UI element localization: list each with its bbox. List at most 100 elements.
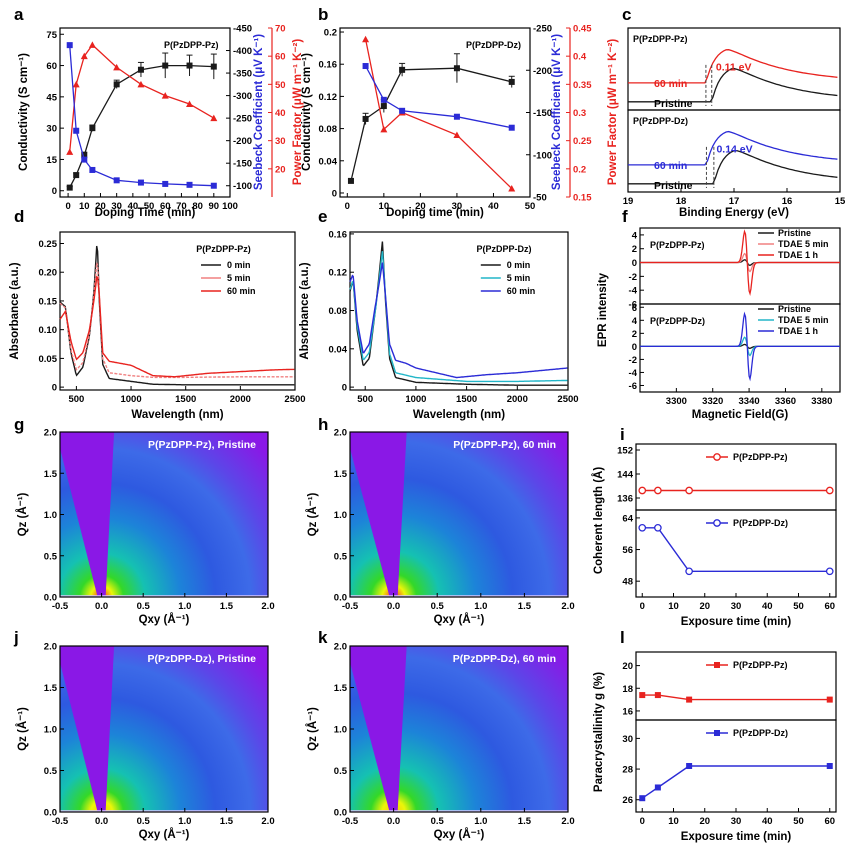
panel-j-ylabel: Qz (Å⁻¹) (16, 707, 29, 751)
panel-k-ytick-label: 1.0 (334, 725, 347, 736)
panel-a-point (162, 180, 169, 187)
panel-c-xtick-label: 16 (782, 196, 793, 207)
panel-l-ylabel: Paracrystallinity g (%) (593, 672, 605, 792)
panel-b-xtick-label: 40 (488, 201, 499, 212)
panel-b-seebeck-ytick-label: -50 (533, 193, 547, 204)
panel-e-legend-label: 0 min (507, 260, 531, 270)
panel-i-sub1-ytick-label: 56 (622, 545, 633, 556)
panel-g-ytick-label: 2.0 (44, 428, 57, 439)
panel-b-point (453, 113, 460, 120)
panel-a-xtick-label: 30 (111, 201, 122, 212)
panel-i-xtick-label: 0 (640, 601, 645, 612)
panel-k-xtick-label: 1.0 (474, 816, 487, 827)
panel-label-k: k (318, 628, 328, 647)
panel-b-point (362, 63, 369, 70)
panel-a-ylabel-right: Seebeck Coefficient (μV K⁻¹) (253, 34, 265, 190)
panel-i-point (654, 486, 662, 495)
panel-f-sub1-ytick-label: 4 (632, 316, 638, 327)
panel-label-a: a (14, 5, 24, 24)
panel-i-xlabel: Exposure time (min) (681, 616, 792, 628)
panel-a-point (186, 62, 193, 69)
panel-a-point (81, 156, 88, 163)
panel-a-point (81, 152, 88, 159)
panel-label-c: c (622, 5, 631, 24)
panel-a-point (73, 172, 80, 179)
panel-f-xtick-label: 3320 (702, 396, 723, 407)
panel-h-xtick-label: -0.5 (342, 601, 359, 612)
panel-h-ytick-label: 1.5 (334, 469, 348, 480)
panel-i-sub1-ytick-label: 64 (622, 513, 633, 524)
panel-l-sub1-ytick-label: 26 (622, 795, 633, 806)
panel-a-ylabel: Conductivity (S cm⁻¹) (18, 53, 30, 171)
panel-f-xtick-label: 3300 (666, 396, 687, 407)
panel-d-series-5-min (59, 262, 295, 379)
panel-f-sub0-ytick-label: 2 (632, 244, 637, 255)
panel-i-sub0-ytick-label: 144 (617, 470, 634, 481)
panel-e-xtick-label: 2000 (507, 394, 528, 405)
panel-c-subplot-title: P(PzDPP-Dz) (633, 116, 688, 126)
panel-f-sub1-ytick-label: -6 (629, 381, 637, 392)
heatmap-corner-mask (337, 646, 350, 704)
panel-label-d: d (14, 207, 24, 226)
panel-l-sub0-ytick-label: 20 (622, 661, 633, 672)
panel-e-xtick-label: 1000 (405, 394, 426, 405)
panel-i-xtick-label: 30 (731, 601, 742, 612)
panel-l-sub1-ytick-label: 28 (622, 765, 633, 776)
panel-g-xtick-label: 1.5 (220, 601, 234, 612)
panel-a-ytick-label: 15 (46, 155, 57, 166)
panel-l-xtick-label: 50 (793, 816, 804, 827)
panel-b-point (362, 115, 369, 122)
panel-f-xtick-label: 3380 (811, 396, 832, 407)
panel-h-title: P(PzDPP-Pz), 60 min (453, 439, 556, 451)
panel-j-heatmap (60, 646, 268, 812)
panel-a-ytick-label: 75 (46, 30, 57, 41)
panel-i-sub0-ytick-label: 152 (617, 446, 633, 457)
panel-d-xtick-label: 1000 (120, 394, 141, 405)
panel-a-xtick-label: 50 (144, 201, 155, 212)
panel-f-sub1-ytick-label: -2 (629, 355, 637, 366)
panel-l-xtick-label: 60 (824, 816, 835, 827)
panel-b-ylabel-right2: Power Factor (μW m⁻¹ K⁻²) (607, 39, 619, 185)
panel-c-xtick-label: 15 (835, 196, 846, 207)
panel-a-point (186, 100, 194, 108)
panel-i-sub0-ytick-label: 136 (617, 494, 633, 505)
panel-a-xtick-label: 10 (79, 201, 90, 212)
panel-h-xtick-label: 0.0 (387, 601, 400, 612)
panel-d-xtick-label: 1500 (175, 394, 196, 405)
panel-c-curve-pristine (628, 67, 838, 103)
panel-e-xtick-label: 1500 (456, 394, 477, 405)
panel-b-pf-tick-label: 0.4 (573, 52, 587, 63)
panel-a-seebeck-ytick-label: -150 (233, 159, 252, 170)
panel-a-xtick-label: 20 (95, 201, 106, 212)
panel-h-ylabel: Qz (Å⁻¹) (306, 492, 319, 536)
panel-j-xtick-label: 0.0 (95, 816, 108, 827)
panel-f-legend-label: Pristine (778, 228, 811, 238)
panel-j-xlabel: Qxy (Å⁻¹) (139, 828, 190, 841)
panel-a-point (162, 62, 169, 69)
panel-f-sub0-ytick-label: 4 (632, 230, 638, 241)
panel-d-xtick-label: 2000 (230, 394, 251, 405)
panel-a-point (113, 81, 120, 88)
panel-b-pf-tick-label: 0.15 (573, 193, 592, 204)
panel-d-ytick-label: 0.25 (39, 239, 58, 250)
panel-c-subplot-title: P(PzDPP-Pz) (633, 34, 688, 44)
panel-c-xtick-label: 18 (676, 196, 687, 207)
panel-d-legend-label: 60 min (227, 286, 256, 296)
panel-l-xtick-label: 40 (762, 816, 773, 827)
panel-a-xtick-label: 80 (192, 201, 203, 212)
panel-l-xtick-label: 10 (668, 816, 679, 827)
panel-a-xtick-label: 100 (222, 201, 238, 212)
panel-i-point (685, 567, 693, 576)
panel-i-xtick-label: 60 (824, 601, 835, 612)
panel-c-label-pristine: Pristine (654, 180, 693, 192)
panel-g-heatmap (60, 432, 268, 597)
panel-e-xtick-label: 2500 (557, 394, 578, 405)
panel-d-xtick-label: 500 (68, 394, 84, 405)
panel-a-xtick-label: 90 (209, 201, 220, 212)
panel-a-seebeck-ytick-label: -350 (233, 69, 252, 80)
panel-a-point (73, 127, 80, 134)
panel-e-ytick-label: 0.08 (329, 306, 348, 317)
panel-e-title: P(PzDPP-Dz) (476, 244, 531, 254)
panel-b-ytick-label: 0.08 (319, 124, 338, 135)
panel-h-heatmap (350, 432, 568, 597)
